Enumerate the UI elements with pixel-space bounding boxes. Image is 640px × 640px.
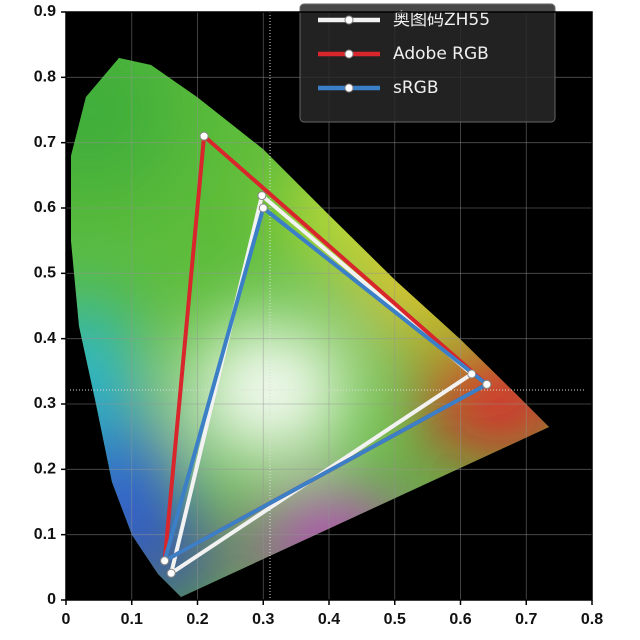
legend-label: 奥图码ZH55 <box>393 10 490 30</box>
x-tick-label: 0.4 <box>318 611 340 628</box>
vertex-marker <box>258 203 268 213</box>
vertex-marker <box>199 131 209 141</box>
legend-label: Adobe RGB <box>393 44 489 64</box>
y-tick-label: 0.9 <box>34 3 56 20</box>
y-tick-label: 0.2 <box>34 461 56 478</box>
x-tick-label: 0.7 <box>515 611 537 628</box>
x-tick-label: 0.2 <box>186 611 208 628</box>
legend-items: 奥图码ZH55 Adobe RGB sRGB <box>318 10 490 98</box>
y-tick-label: 0.8 <box>34 69 56 86</box>
legend-label: sRGB <box>393 78 439 98</box>
series-layer <box>160 131 492 578</box>
y-tick-label: 0 <box>47 591 56 608</box>
vertex-marker <box>467 369 477 379</box>
x-tick-label: 0.8 <box>581 611 603 628</box>
y-tick-label: 0.5 <box>34 265 56 282</box>
legend-marker <box>344 49 354 59</box>
x-tick-label: 0.5 <box>384 611 406 628</box>
y-tick-label: 0.3 <box>34 395 56 412</box>
y-tick-label: 0.1 <box>34 526 56 543</box>
axis-frame <box>65 11 593 601</box>
axes: 0 0.1 0.2 0.3 0.4 0.5 0.6 0.7 0.8 0 0.1 0.2 0.3 0.4 0.… <box>34 3 603 628</box>
x-tick-label: 0.1 <box>121 611 143 628</box>
y-tick-label: 0.7 <box>34 134 56 151</box>
y-tick-label: 0.4 <box>34 330 56 347</box>
vertex-marker <box>166 568 176 578</box>
legend-marker <box>344 15 354 25</box>
x-tick-label: 0 <box>62 611 71 628</box>
vertex-marker <box>160 556 170 566</box>
legend-marker <box>344 83 354 93</box>
vertex-marker <box>257 191 267 201</box>
series-outline <box>162 206 489 563</box>
vertex-marker <box>482 379 492 389</box>
x-tick-label: 0.3 <box>252 611 274 628</box>
legend <box>299 3 556 123</box>
y-tick-label: 0.6 <box>34 199 56 216</box>
x-tick-label: 0.6 <box>449 611 471 628</box>
